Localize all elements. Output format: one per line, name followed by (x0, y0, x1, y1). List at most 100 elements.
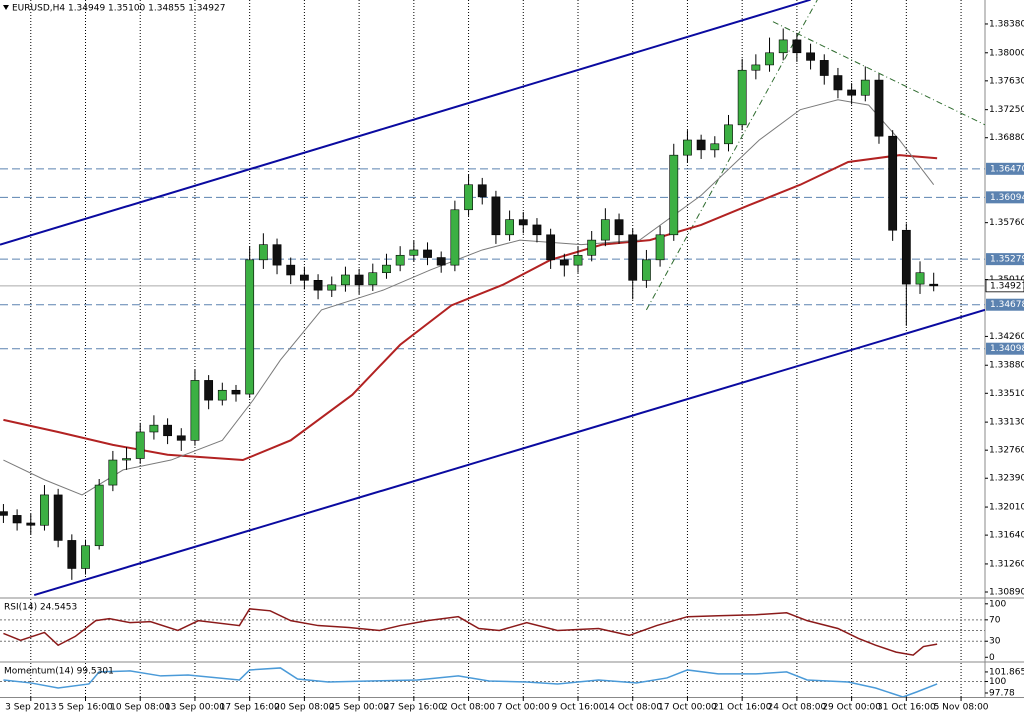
x-tick-label: 13 Sep 00:00 (165, 703, 225, 713)
candle-body (518, 219, 528, 226)
candle-body (751, 64, 761, 71)
y-tick-label: 1.36880 (989, 133, 1024, 143)
y-tick-label: 101.8657 (989, 667, 1024, 677)
candle-body (874, 79, 884, 137)
candle-body (436, 257, 446, 266)
last-price-bg (985, 279, 1024, 293)
candle-body (272, 244, 282, 266)
x-tick-label: 2 Oct 08:00 (442, 703, 495, 713)
y-tick-label: 1.37630 (989, 76, 1024, 86)
y-tick-label: 97.78 (989, 688, 1015, 698)
level-label: 1.35279 (990, 255, 1024, 265)
indicator-title: RSI(14) 24.5453 (4, 603, 77, 613)
candle-body (546, 234, 556, 261)
candle-body (40, 494, 49, 526)
indicator-line (3, 667, 938, 697)
candle-body (765, 52, 774, 66)
x-tick-label: 14 Oct 08:00 (603, 703, 662, 713)
x-tick-label: 29 Oct 00:00 (822, 703, 881, 713)
candle-body (573, 254, 583, 266)
candle-body (819, 60, 829, 76)
candle-body (778, 39, 788, 54)
x-tick-label: 5 Sep 16:00 (58, 703, 113, 713)
x-tick-label: 21 Oct 16:00 (713, 703, 772, 713)
candle-body (901, 229, 911, 285)
y-tick-label: 1.32390 (989, 474, 1024, 484)
candle-body (532, 224, 542, 236)
candle-body (190, 380, 200, 441)
level-label-bg (986, 342, 1024, 355)
trend-line (0, 0, 811, 246)
candle-body (888, 135, 898, 231)
x-tick-label: 17 Sep 16:00 (220, 703, 280, 713)
candle-body (409, 249, 419, 256)
candle-body (0, 511, 8, 516)
candle-body (423, 249, 432, 258)
candle-body (833, 75, 843, 91)
x-tick-label: 31 Oct 16:00 (877, 703, 936, 713)
candle-body (135, 431, 145, 459)
level-label-bg (986, 162, 1024, 175)
level-label-bg (986, 191, 1024, 204)
candle-body (600, 219, 610, 241)
level-label: 1.36470 (990, 164, 1024, 174)
candle-body (26, 522, 36, 526)
candle-body (299, 274, 309, 281)
x-tick-label: 17 Oct 00:00 (658, 703, 717, 713)
candle-body (286, 264, 296, 276)
candle-body (354, 274, 364, 286)
candle-body (915, 272, 925, 285)
y-tick-label: 1.34260 (989, 332, 1024, 342)
candle-body (245, 259, 255, 395)
candle-body (327, 284, 337, 291)
y-tick-label: 1.35760 (989, 218, 1024, 228)
level-label: 1.34098 (990, 344, 1024, 354)
y-tick-label: 1.30890 (989, 587, 1024, 597)
indicator-line (3, 608, 938, 656)
candle-body (642, 259, 651, 281)
y-tick-label: 1.37250 (989, 105, 1024, 115)
x-tick-label: 9 Oct 16:00 (552, 703, 605, 713)
candle-body (204, 380, 214, 401)
candle-body (368, 272, 378, 286)
candle-body (53, 494, 63, 541)
y-tick-label: 100 (989, 599, 1006, 609)
moving-average (3, 154, 938, 462)
x-tick-label: 25 Sep 00:00 (329, 703, 389, 713)
indicator-title: Momentum(14) 99.5301 (4, 667, 114, 677)
candle-body (559, 259, 569, 266)
candle-body (341, 274, 350, 286)
candle-body (163, 424, 172, 437)
candle-body (94, 484, 104, 547)
candle-body (505, 219, 515, 236)
y-tick-label: 0 (989, 653, 995, 663)
candle-body (12, 515, 22, 524)
candle-body (176, 435, 186, 441)
candle-body (655, 234, 665, 261)
candle-body (477, 184, 487, 198)
candle-body (231, 389, 241, 395)
menu-icon[interactable] (3, 5, 9, 10)
candle-body (737, 69, 747, 126)
y-tick-label: 1.33880 (989, 361, 1024, 371)
trend-line (645, 0, 818, 311)
y-tick-label: 1.38000 (989, 48, 1024, 58)
y-tick-label: 100 (989, 677, 1006, 687)
y-tick-label: 1.33510 (989, 389, 1024, 399)
y-tick-label: 1.32010 (989, 503, 1024, 513)
candle-body (710, 143, 720, 151)
candle-body (929, 283, 939, 287)
candle-body (669, 154, 679, 236)
x-tick-label: 7 Oct 00:00 (497, 703, 550, 713)
candle-body (724, 124, 733, 145)
candle-body (587, 239, 597, 256)
candle-body (792, 39, 802, 54)
level-label: 1.36094 (990, 193, 1024, 203)
candle-body (382, 264, 391, 274)
y-tick-label: 1.31260 (989, 559, 1024, 569)
last-price-label: 1.34927 (990, 281, 1024, 291)
trend-line (33, 308, 985, 596)
x-tick-label: 27 Sep 16:00 (384, 703, 444, 713)
